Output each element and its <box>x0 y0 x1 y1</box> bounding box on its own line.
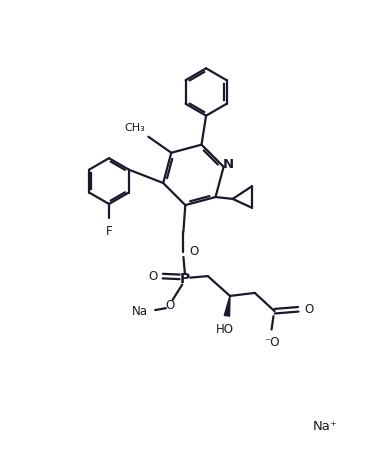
Text: O: O <box>166 299 175 312</box>
Text: Na⁺: Na⁺ <box>313 420 337 433</box>
Text: ⁻O: ⁻O <box>264 336 279 349</box>
Text: Na: Na <box>131 305 147 318</box>
Text: N: N <box>223 158 234 172</box>
Text: O: O <box>148 269 157 282</box>
Text: CH₃: CH₃ <box>124 123 145 133</box>
Text: O: O <box>190 245 199 258</box>
Text: F: F <box>106 225 112 238</box>
Polygon shape <box>224 296 230 316</box>
Text: HO: HO <box>216 323 234 336</box>
Text: O: O <box>304 303 313 316</box>
Text: P: P <box>180 272 190 286</box>
